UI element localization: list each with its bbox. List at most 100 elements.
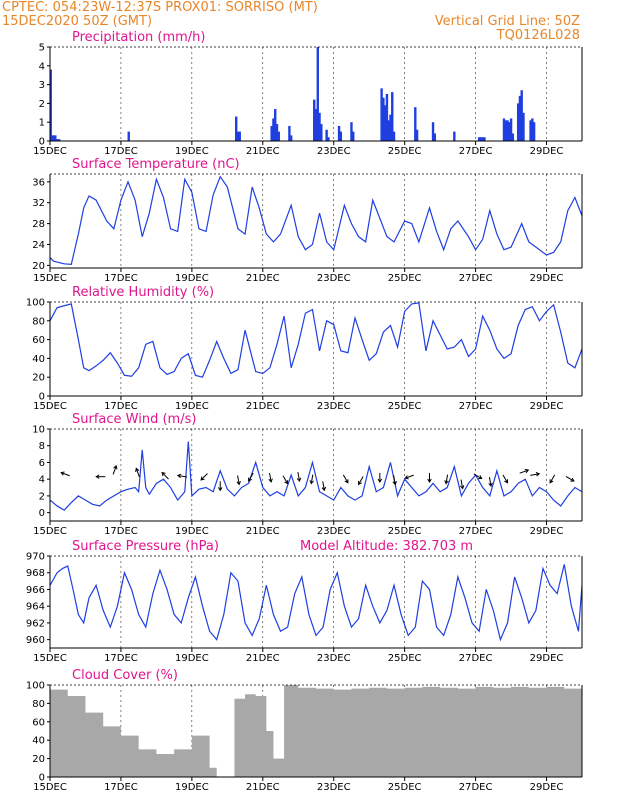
wind-vector-head [284,480,289,485]
wind-vector [473,473,483,480]
precip-bar [352,131,355,141]
wind-vector-head [135,467,140,472]
x-tick-label: 17DEC [104,782,138,793]
x-tick-label: 29DEC [530,273,564,284]
panel-title-temp: Surface Temperature (nC) [72,157,240,172]
wind-vector [358,476,364,486]
x-tick-label: 29DEC [530,526,564,537]
panel-cloud: 0 20 40 60 80 100 15DEC 17DEC 19DEC 21DEC 23DEC 25D… [26,668,583,793]
precip-bar [55,139,59,141]
wind-vector [488,477,493,488]
precip-bar [516,103,520,141]
y-tick-label: 1 [39,118,45,129]
y-tick-label: 40 [32,354,45,365]
precip-bar [415,129,419,141]
wind-vector-shaft [112,465,117,475]
x-tick-label: 19DEC [175,401,209,412]
y-tick-label: 0 [39,137,45,148]
wind-vector-head [236,480,241,486]
x-tick-label: 25DEC [388,401,422,412]
x-tick-label: 19DEC [175,782,209,793]
wind-vector [392,475,397,486]
y-tick-label: 5 [39,43,45,54]
y-tick-label: 100 [26,681,45,692]
wind-vector-shaft [519,469,529,474]
panel-pres: 960 962 964 966 968 970 15DEC 17DEC 19DEC 21DEC 23… [26,539,583,664]
precip-bar [288,125,291,141]
wind-vector-head [296,477,302,483]
wind-vector-head [392,480,397,486]
y-tick-label: 20 [32,373,45,384]
y-tick-label: 24 [32,240,45,251]
precip-bar [453,131,456,141]
wind-vector-head [176,473,182,479]
panel-wind: 0 2 4 6 8 10 15DEC 17DEC 19DEC 21DEC 23DEC 25DEC 27D… [32,412,583,537]
x-tick-label: 21DEC [246,526,280,537]
wind-vector-head [570,477,575,482]
wind-vector-shaft [460,479,464,489]
precip-bar [316,47,319,141]
y-tick-label: 0 [39,773,45,784]
wind-vector-head [60,471,65,476]
wind-vector-head [200,476,205,481]
precip-bar [529,120,532,141]
x-tick-label: 17DEC [104,653,138,664]
wind-vector [530,472,541,477]
precip-bar [520,90,523,141]
wind-vector-shaft [393,475,396,485]
y-tick-label: 964 [26,602,45,613]
x-tick-label: 15DEC [33,526,67,537]
precip-bar [272,118,275,141]
precip-bar [511,133,515,141]
wind-vector-shaft [549,474,556,483]
wind-vector [342,474,349,484]
precip-bar [275,124,279,141]
series-wind [49,441,583,511]
precip-bar [50,135,54,141]
wind-vector-head [488,482,493,488]
wind-vector [459,479,465,490]
wind-vector [309,474,314,485]
y-tick-label: 4 [39,475,45,486]
wind-vector-shaft [200,473,208,481]
wind-vector [444,474,449,485]
y-tick-label: 10 [32,425,45,436]
y-tick-label: 20 [32,261,45,272]
x-tick-label: 25DEC [388,146,422,157]
y-tick-label: 80 [32,316,45,327]
wind-vector-head [309,480,314,485]
x-tick-label: 15DEC [33,653,67,664]
precip-bar [389,114,392,141]
panel-title-rh: Relative Humidity (%) [72,285,214,300]
x-tick-label: 17DEC [104,526,138,537]
precip-bar [236,131,240,141]
wind-vector [565,476,575,482]
y-tick-label: 6 [39,458,45,469]
wind-vector-shaft [297,472,300,482]
precip-bar [392,131,396,141]
precip-bar [506,120,509,141]
wind-vector-shaft [405,474,414,479]
y-tick-label: 60 [32,335,45,346]
x-tick-label: 23DEC [317,526,351,537]
precip-bar [531,118,534,141]
wind-vector-head [427,478,432,483]
wind-vector [377,472,383,483]
x-tick-label: 17DEC [104,273,138,284]
header-model-code: TQ0126L028 [496,28,580,43]
wind-vector-shaft [530,473,540,476]
precip-bar [518,95,522,141]
precip-bar [320,124,323,141]
x-tick-label: 23DEC [317,653,351,664]
y-tick-label: 962 [26,618,45,629]
x-tick-label: 15DEC [33,401,67,412]
wind-vector-shaft [177,474,187,478]
y-tick-label: 100 [26,298,45,309]
precip-bar [277,131,280,141]
precip-bar [127,131,130,141]
y-tick-label: 8 [39,441,45,452]
x-tick-label: 27DEC [459,273,493,284]
precip-bar [380,88,383,141]
wind-vector [135,467,140,478]
x-tick-label: 25DEC [388,653,422,664]
